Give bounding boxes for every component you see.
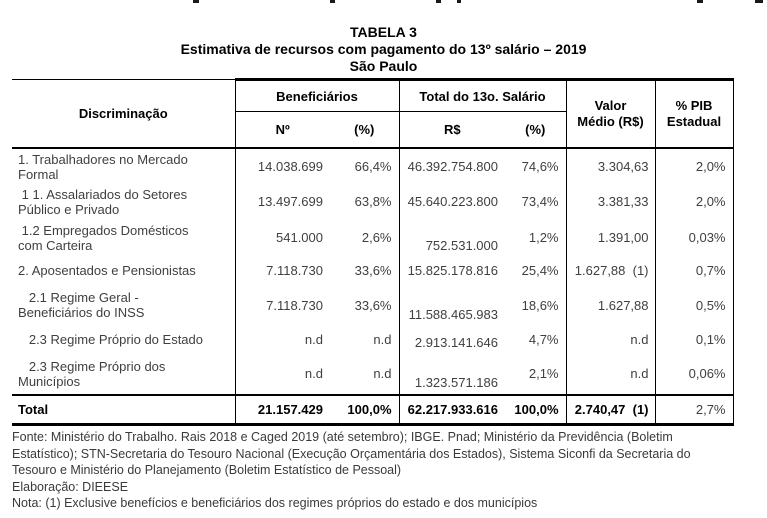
cell-salario-rs: 2.913.141.646	[414, 334, 498, 350]
cell-valor-medio: 1.627,88	[566, 284, 656, 326]
cell-salario-pct: 4,7%	[505, 325, 567, 354]
cell-salario-pct: 74,6%	[505, 147, 567, 185]
title-block: TABELA 3 Estimativa de recursos com paga…	[0, 24, 767, 75]
cell-discriminacao: 1. Trabalhadores no Mercado Formal	[12, 147, 236, 185]
cell-beneficiarios-n: 7.118.730	[266, 297, 323, 313]
footnotes-block: Fonte: Ministério do Trabalho. Rais 2018…	[12, 429, 757, 512]
cell-beneficiarios-pct: 63,8%	[330, 184, 400, 219]
cell-pib: 2,0%	[655, 184, 734, 219]
cell-total-beneficiarios-pct: 100,0%	[330, 393, 400, 426]
cell-beneficiarios-pct: 33,6%	[330, 284, 400, 326]
table-title: Estimativa de recursos com pagamento do …	[180, 41, 587, 57]
table-total-row: Total 21.157.429 100,0% 62.217.933.616 1…	[12, 393, 734, 426]
cell-total-pib: 2,7%	[655, 393, 734, 426]
cell-valor-medio: 1.627,88 (1)	[566, 256, 656, 285]
cell-salario-rs: 1.323.571.186	[414, 374, 498, 390]
cell-beneficiarios-n: n.d	[304, 332, 323, 347]
table-row: 2. Aposentados e Pensionistas 7.118.730 …	[12, 256, 734, 285]
header-valor-medio: Valor Médio (R$)	[566, 78, 656, 149]
clipped-text-fragment	[457, 0, 461, 3]
cell-total-valor-medio: 2.740,47 (1)	[566, 393, 656, 426]
clipped-text-fragment	[697, 0, 703, 3]
cell-salario-pct: 25,4%	[505, 256, 567, 285]
table-subtitle-location: São Paulo	[349, 58, 418, 74]
cell-salario-pct: 2,1%	[505, 353, 567, 395]
clipped-text-fragment	[436, 0, 441, 3]
table-number-heading: TABELA 3	[350, 24, 417, 40]
cell-total-salario-rs: 62.217.933.616	[399, 393, 505, 426]
cell-beneficiarios-n: n.d	[304, 366, 323, 381]
cell-pib: 0,5%	[655, 284, 734, 326]
data-table: Discriminação Beneficiários Total do 13o…	[12, 78, 734, 426]
cell-pib: 0,1%	[655, 325, 734, 354]
cell-beneficiarios-n: 541.000	[276, 230, 323, 245]
cell-beneficiarios-n: 7.118.730	[266, 263, 323, 278]
cell-total-label: Total	[12, 393, 236, 426]
cell-discriminacao: 2. Aposentados e Pensionistas	[12, 256, 236, 285]
cell-salario-rs: 11.588.465.983	[408, 306, 498, 322]
table-row: 2.3 Regime Próprio do Estado n.d n.d 2.9…	[12, 325, 734, 354]
cell-beneficiarios-pct: n.d	[330, 325, 400, 354]
cell-discriminacao: 2.3 Regime Próprio dos Municípios	[12, 353, 236, 395]
cell-salario-rs: 45.640.223.800	[407, 194, 498, 209]
clipped-text-fragment	[193, 0, 199, 3]
subheader-rs: R$	[399, 111, 505, 149]
cell-beneficiarios-pct: 2,6%	[330, 218, 400, 257]
cell-discriminacao: 2.3 Regime Próprio do Estado	[12, 325, 236, 354]
header-beneficiarios-group: Beneficiários	[235, 78, 400, 112]
cell-valor-medio: n.d	[566, 353, 656, 395]
cell-salario-rs: 752.531.000	[425, 237, 498, 253]
cell-valor-medio: 3.381,33	[566, 184, 656, 219]
cell-salario-pct: 73,4%	[505, 184, 567, 219]
clipped-text-fragment	[330, 0, 335, 3]
subheader-numero: Nº	[235, 111, 330, 149]
cell-beneficiarios-pct: 66,4%	[330, 147, 400, 185]
cell-beneficiarios-n: 13.497.699	[257, 194, 323, 209]
table-row: 1. Trabalhadores no Mercado Formal 14.03…	[12, 147, 734, 185]
table-row: 1 1. Assalariados do Setores Público e P…	[12, 184, 734, 219]
cell-pib: 0,7%	[655, 256, 734, 285]
cell-discriminacao: 2.1 Regime Geral - Beneficiários do INSS	[12, 284, 236, 326]
table-row: 2.1 Regime Geral - Beneficiários do INSS…	[12, 284, 734, 326]
cell-pib: 0,06%	[655, 353, 734, 395]
footnote: Nota: (1) Exclusive benefícios e benefic…	[12, 496, 538, 510]
cell-total-salario-pct: 100,0%	[505, 393, 567, 426]
cell-discriminacao: 1 1. Assalariados do Setores Público e P…	[12, 184, 236, 219]
cell-valor-medio: n.d	[566, 325, 656, 354]
cell-beneficiarios-n: 14.038.699	[257, 159, 323, 174]
subheader-salario-pct: (%)	[505, 111, 567, 149]
subheader-beneficiarios-pct: (%)	[330, 111, 400, 149]
cell-valor-medio: 3.304,63	[566, 147, 656, 185]
cell-beneficiarios-pct: n.d	[330, 353, 400, 395]
cell-total-beneficiarios-n: 21.157.429	[235, 393, 330, 426]
table-row: 1.2 Empregados Domésticos com Carteira 5…	[12, 218, 734, 257]
cell-discriminacao: 1.2 Empregados Domésticos com Carteira	[12, 218, 236, 257]
cell-pib: 0,03%	[655, 218, 734, 257]
cell-salario-rs: 46.392.754.800	[407, 159, 498, 174]
cell-valor-medio: 1.391,00	[566, 218, 656, 257]
header-pib-estadual: % PIB Estadual	[655, 78, 734, 149]
source-note: Fonte: Ministério do Trabalho. Rais 2018…	[12, 430, 691, 477]
cell-pib: 2,0%	[655, 147, 734, 185]
header-discriminacao: Discriminação	[12, 79, 236, 149]
header-total-13-salario-group: Total do 13o. Salário	[399, 78, 567, 112]
cell-salario-pct: 1,2%	[505, 218, 567, 257]
table-row: 2.3 Regime Próprio dos Municípios n.d n.…	[12, 353, 734, 395]
elaboration-note: Elaboração: DIEESE	[12, 479, 129, 494]
clipped-text-fragment	[755, 0, 763, 3]
cell-beneficiarios-pct: 33,6%	[330, 256, 400, 285]
cell-salario-rs: 15.825.178.816	[407, 263, 498, 278]
cell-salario-pct: 18,6%	[505, 284, 567, 326]
